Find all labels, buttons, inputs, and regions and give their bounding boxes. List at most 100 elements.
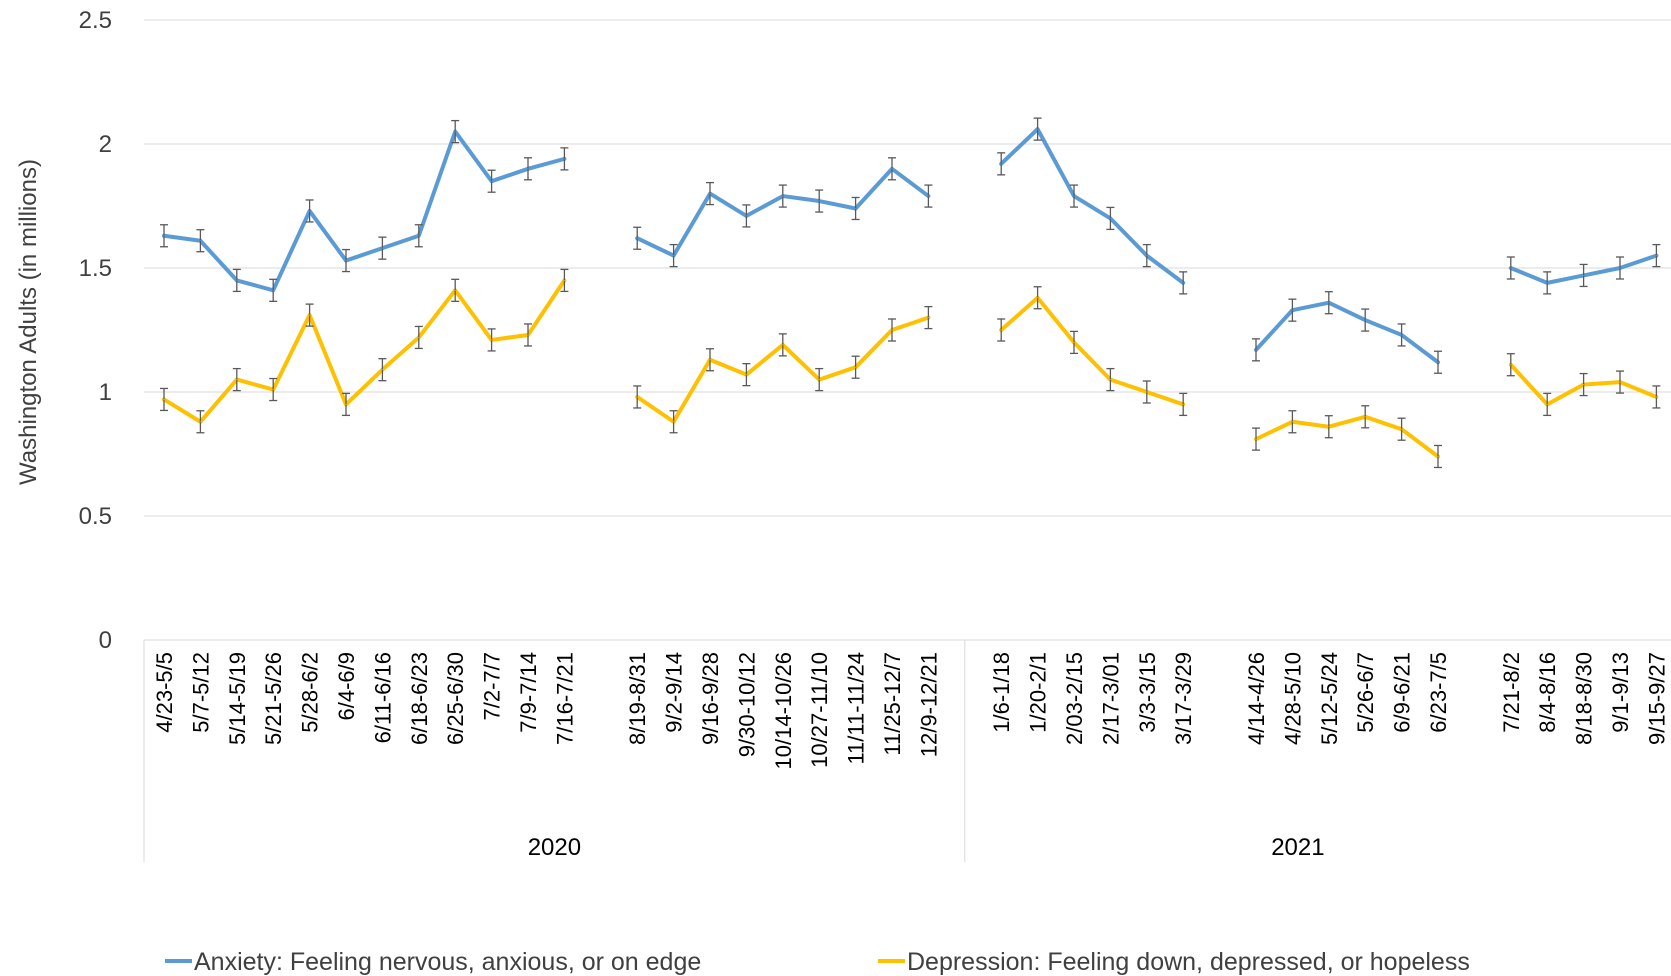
data-point [636, 396, 638, 398]
y-axis-ticks: 0 0.5 1 1.5 2 2.5 [79, 7, 112, 654]
data-point [236, 279, 238, 281]
x-tick-label: 11/11-11/24 [844, 652, 869, 765]
x-tick-label: 11/25-12/7 [880, 652, 905, 756]
x-tick-label: 9/16-9/28 [698, 652, 723, 745]
x-tick-label: 6/23-7/5 [1426, 652, 1451, 733]
series-line-segment [635, 166, 931, 258]
data-point [418, 336, 420, 338]
data-point [272, 289, 274, 291]
data-point [527, 334, 529, 336]
data-point [636, 237, 638, 239]
data-point [454, 131, 456, 133]
year-label: 2020 [528, 834, 581, 861]
series-line-segment [635, 315, 931, 424]
x-tick-label: 5/7-5/12 [188, 652, 213, 733]
y-tick-label: 2 [99, 131, 112, 158]
data-point [673, 255, 675, 257]
series-line-segment [1254, 300, 1440, 365]
y-tick-label: 2.5 [79, 7, 112, 34]
data-point [782, 195, 784, 197]
x-tick-label: 3/3-3/15 [1135, 652, 1160, 733]
anxiety-series [160, 117, 1661, 374]
data-point [1364, 416, 1366, 418]
x-tick-label: 7/21-8/2 [1499, 652, 1524, 733]
data-point [236, 379, 238, 381]
data-point [1037, 128, 1039, 130]
x-tick-label: 10/14-10/26 [771, 652, 796, 769]
data-point [491, 339, 493, 341]
x-tick-label: 2/03-2/15 [1062, 652, 1087, 745]
data-point [855, 366, 857, 368]
x-tick-label: 8/19-8/31 [625, 652, 650, 745]
data-point [1182, 282, 1184, 284]
x-tick-label: 5/26-6/7 [1353, 652, 1378, 733]
data-point [1437, 455, 1439, 457]
y-tick-label: 1 [99, 379, 112, 406]
data-point [927, 195, 929, 197]
data-point [673, 421, 675, 423]
x-tick-label: 5/14-5/19 [225, 652, 250, 745]
data-point [818, 200, 820, 202]
data-point [891, 168, 893, 170]
data-point [709, 359, 711, 361]
data-point [1546, 282, 1548, 284]
data-point [1328, 302, 1330, 304]
x-tick-label: 6/18-6/23 [407, 652, 432, 745]
data-point [309, 210, 311, 212]
data-point [345, 403, 347, 405]
data-point [1510, 267, 1512, 269]
x-tick-label: 7/2-7/7 [480, 652, 505, 721]
x-tick-label: 8/4-8/16 [1535, 652, 1560, 733]
depression-series [160, 268, 1661, 469]
data-point [1655, 255, 1657, 257]
legend-label: Depression: Feeling down, depressed, or … [907, 948, 1470, 976]
data-point [1037, 297, 1039, 299]
data-point [199, 421, 201, 423]
data-point [454, 289, 456, 291]
x-tick-label: 6/25-6/30 [443, 652, 468, 745]
data-point [782, 344, 784, 346]
data-point [1364, 319, 1366, 321]
x-tick-label: 9/2-9/14 [662, 652, 687, 733]
legend-item: Depression: Feeling down, depressed, or … [878, 948, 1470, 976]
x-tick-label: 9/15-9/27 [1644, 652, 1669, 745]
x-tick-label: 7/16-7/21 [552, 652, 577, 745]
data-point [709, 193, 711, 195]
data-point [1109, 379, 1111, 381]
x-tick-label: 5/12-5/24 [1317, 652, 1342, 745]
data-point [1255, 349, 1257, 351]
y-tick-label: 0 [99, 627, 112, 654]
x-tick-label: 6/11-6/16 [370, 652, 395, 743]
x-tick-label: 12/9-12/21 [916, 652, 941, 757]
data-point [563, 158, 565, 160]
data-point [891, 329, 893, 331]
data-point [163, 398, 165, 400]
data-point [1255, 438, 1257, 440]
x-tick-label: 5/28-6/2 [298, 652, 323, 733]
data-point [855, 207, 857, 209]
data-point [1291, 309, 1293, 311]
x-tick-label: 4/23-5/5 [152, 652, 177, 733]
data-point [1182, 403, 1184, 405]
x-tick-label: 4/28-5/10 [1280, 652, 1305, 745]
x-tick-label: 1/6-1/18 [989, 652, 1014, 733]
data-point [1619, 267, 1621, 269]
x-axis: 4/23-5/5 5/7-5/12 5/14-5/19 5/21-5/26 5/28-6… [143, 639, 1671, 862]
x-tick-label: 6/9-6/21 [1390, 652, 1415, 733]
x-tick-label: 5/21-5/26 [261, 652, 286, 745]
data-point [1510, 364, 1512, 366]
x-tick-label: 6/4-6/9 [334, 652, 359, 721]
x-tick-label: 4/14-4/26 [1244, 652, 1269, 745]
data-point [927, 317, 929, 319]
year-label: 2021 [1271, 834, 1324, 861]
data-point [345, 260, 347, 262]
data-point [1000, 163, 1002, 165]
data-point [163, 235, 165, 237]
series-line-segment [999, 295, 1186, 407]
legend-label: Anxiety: Feeling nervous, anxious, or on… [194, 948, 701, 976]
series-line-segment [1254, 414, 1440, 459]
x-tick-label: 2/17-3/01 [1098, 652, 1123, 745]
data-point [1401, 334, 1403, 336]
y-tick-label: 0.5 [79, 503, 112, 530]
